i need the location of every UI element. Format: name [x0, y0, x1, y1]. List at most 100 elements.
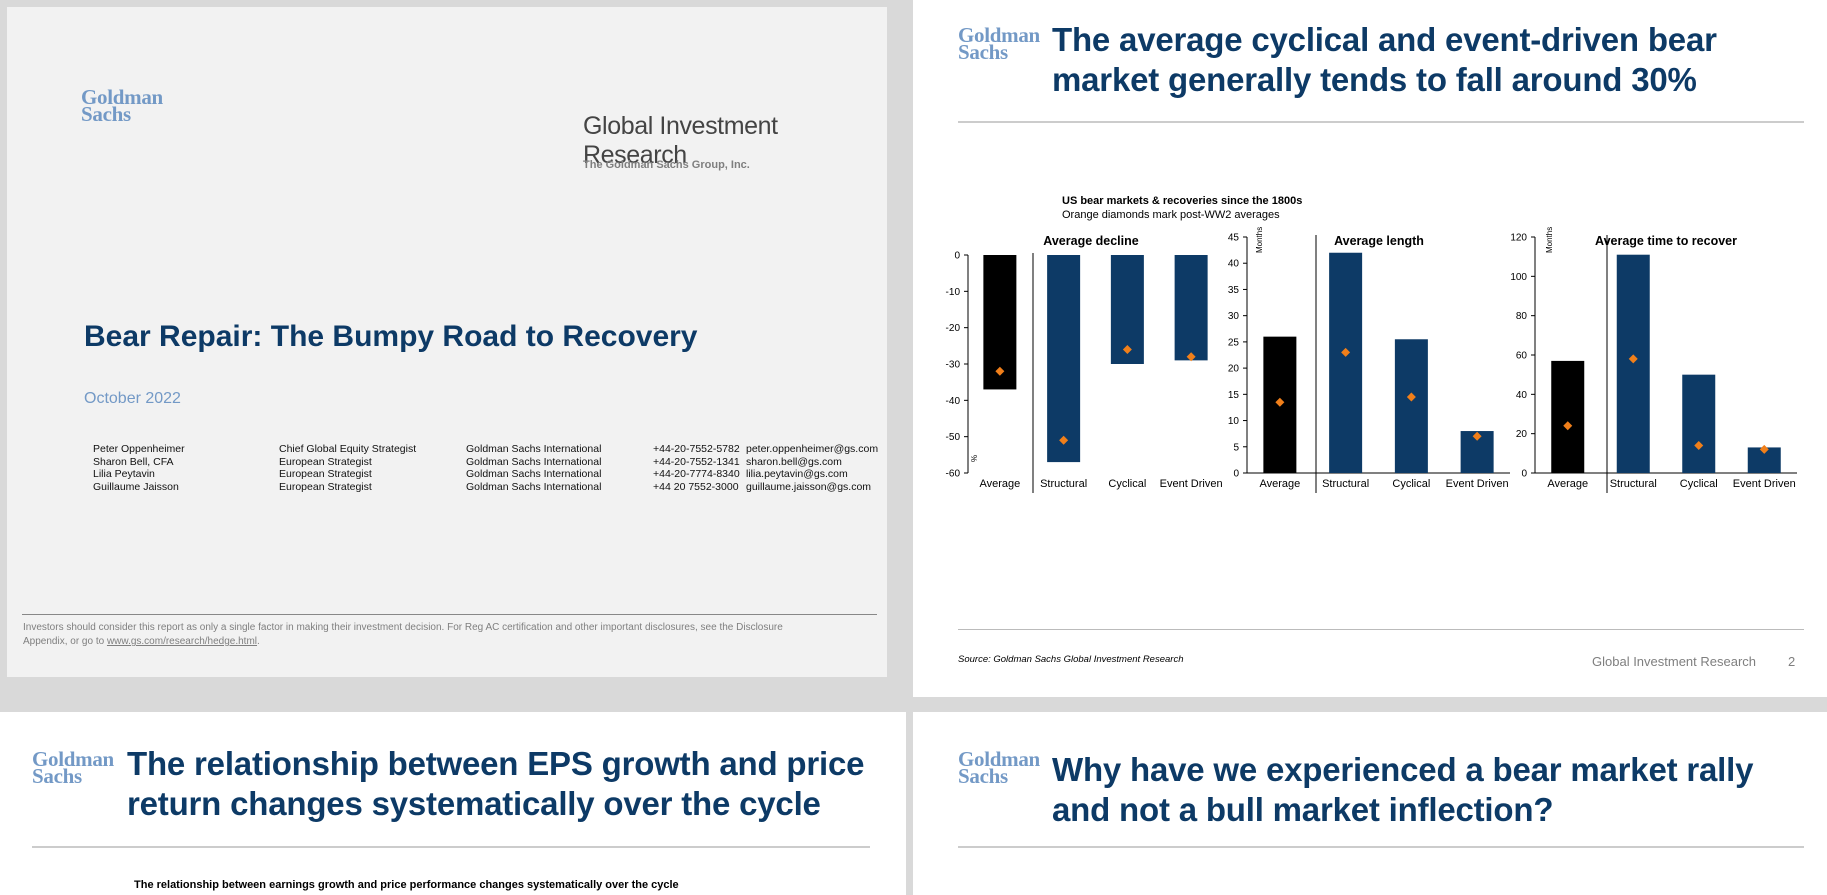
disclaimer-text: Appendix, or go to	[23, 636, 107, 647]
bear-market-charts: Average decline 0 -10 -20 -30 -40 -50 -60% Avera…	[946, 227, 1797, 493]
category-label: Average	[1547, 478, 1588, 490]
goldman-sachs-logo: Goldman Sachs	[81, 85, 163, 126]
y-tick-label: -20	[946, 323, 961, 334]
author-phone: +44-20-7552-5782	[653, 443, 740, 455]
y-tick-label: 60	[1516, 351, 1528, 362]
author-phone: +44 20 7552-3000	[653, 480, 739, 493]
bar	[1329, 252, 1363, 473]
panel-title: Average length	[1334, 234, 1424, 248]
y-tick-label: 0	[954, 251, 960, 262]
y-tick-label: 0	[1521, 469, 1527, 480]
post-ww2-marker	[1694, 440, 1704, 450]
category-label: Event Driven	[1160, 478, 1223, 490]
chart-slide[interactable]: Goldman Sachs The average cyclical and e…	[913, 0, 1827, 697]
report-title: Bear Repair: The Bumpy Road to Recovery	[84, 320, 698, 353]
y-tick-label: -50	[946, 432, 961, 443]
category-label: Structural	[1040, 478, 1087, 490]
logo-line2: Sachs	[32, 764, 82, 788]
title-line: The average cyclical and event-driven be…	[1052, 21, 1717, 58]
title-line: return changes systematically over the c…	[127, 785, 821, 822]
post-ww2-marker	[1122, 344, 1132, 354]
logo-line1: Goldman	[958, 23, 1040, 47]
bar	[1174, 255, 1208, 361]
category-label: Cyclical	[1392, 478, 1430, 490]
goldman-sachs-logo: Goldman Sachs	[958, 23, 1040, 64]
author-phone: +44-20-7774-8340	[653, 468, 740, 481]
goldman-sachs-logo: Goldman Sachs	[32, 747, 114, 788]
author-name: Guillaume Jaisson	[93, 480, 179, 493]
logo-line2: Sachs	[958, 40, 1008, 64]
author-email[interactable]: sharon.bell@gs.com	[746, 455, 842, 468]
footer-label: Global Investment Research	[1592, 654, 1757, 669]
category-label: Average	[979, 478, 1020, 490]
footer-rule	[958, 629, 1804, 630]
logo-line1: Goldman	[81, 85, 163, 109]
author-role: European Strategist	[279, 480, 372, 493]
y-tick-label: 20	[1228, 364, 1240, 375]
author-email[interactable]: peter.oppenheimer@gs.com	[746, 443, 879, 455]
rally-slide[interactable]: Goldman Sachs Why have we experienced a …	[913, 712, 1827, 895]
disclosure-link[interactable]: www.gs.com/research/hedge.html	[106, 636, 258, 647]
chart-subtitle: Orange diamonds mark post-WW2 averages	[1062, 209, 1280, 221]
category-label: Average	[1259, 478, 1300, 490]
title-rule	[32, 846, 870, 848]
slide-title: The average cyclical and event-driven be…	[1052, 20, 1717, 100]
y-tick-label: 30	[1228, 311, 1240, 322]
title-line: Why have we experienced a bear market ra…	[1052, 751, 1754, 788]
slide-title: The relationship between EPS growth and …	[127, 744, 864, 824]
author-role: European Strategist	[279, 455, 372, 468]
logo-line2: Sachs	[81, 102, 131, 126]
divider	[22, 614, 877, 615]
y-tick-label: 5	[1233, 442, 1239, 453]
author-role: Chief Global Equity Strategist	[279, 443, 417, 455]
y-tick-label: 45	[1228, 233, 1240, 244]
y-tick-label: -60	[946, 469, 961, 480]
author-phone: +44-20-7552-1341	[653, 455, 740, 468]
bar	[1047, 255, 1081, 463]
y-tick-label: 35	[1228, 285, 1240, 296]
author-firm: Goldman Sachs International	[466, 480, 602, 493]
category-label: Event Driven	[1446, 478, 1509, 490]
division-name: Global Investment Research	[583, 112, 778, 169]
author-firm: Goldman Sachs International	[466, 443, 602, 455]
source-note: Source: Goldman Sachs Global Investment …	[958, 654, 1184, 665]
logo-line2: Sachs	[958, 764, 1008, 788]
post-ww2-marker	[1759, 444, 1769, 454]
disclaimer-text: Investors should consider this report as…	[23, 622, 783, 633]
group-name: The Goldman Sachs Group, Inc.	[583, 159, 750, 171]
eps-slide[interactable]: Goldman Sachs The relationship between E…	[0, 712, 906, 895]
post-ww2-marker	[1472, 431, 1482, 441]
page-number: 2	[1788, 654, 1796, 669]
post-ww2-marker	[1341, 347, 1351, 357]
y-tick-label: -10	[946, 287, 961, 298]
y-tick-label: 10	[1228, 416, 1240, 427]
panel-title: Average time to recover	[1595, 234, 1737, 248]
post-ww2-marker	[1275, 397, 1285, 407]
disclaimer: Investors should consider this report as…	[23, 621, 853, 649]
category-label: Structural	[1610, 478, 1657, 490]
y-tick-label: 40	[1516, 390, 1528, 401]
author-email[interactable]: guillaume.jaisson@gs.com	[746, 480, 872, 493]
bar	[1551, 360, 1585, 473]
post-ww2-marker	[1059, 435, 1069, 445]
y-tick-label: 80	[1516, 311, 1528, 322]
slide-title: Why have we experienced a bear market ra…	[1052, 750, 1753, 830]
report-date: October 2022	[84, 390, 181, 407]
y-tick-label: 100	[1510, 272, 1527, 283]
author-firm: Goldman Sachs International	[466, 468, 602, 481]
logo-line1: Goldman	[32, 747, 114, 771]
title-line: and not a bull market inflection?	[1052, 791, 1554, 828]
author-name: Sharon Bell, CFA	[93, 455, 174, 468]
author-role: European Strategist	[279, 468, 372, 481]
chart-title: US bear markets & recoveries since the 1…	[1062, 195, 1303, 207]
cover-slide[interactable]: Goldman Sachs Global Investment Research…	[7, 7, 887, 677]
post-ww2-marker	[995, 366, 1005, 376]
panel-title: Average decline	[1043, 234, 1138, 248]
author-email[interactable]: lilia.peytavin@gs.com	[746, 468, 848, 481]
y-tick-label: 0	[1233, 469, 1239, 480]
category-label: Structural	[1322, 478, 1369, 490]
category-label: Cyclical	[1680, 478, 1718, 490]
category-label: Cyclical	[1108, 478, 1146, 490]
y-axis-unit: Months	[1255, 227, 1264, 253]
title-rule	[958, 846, 1804, 848]
